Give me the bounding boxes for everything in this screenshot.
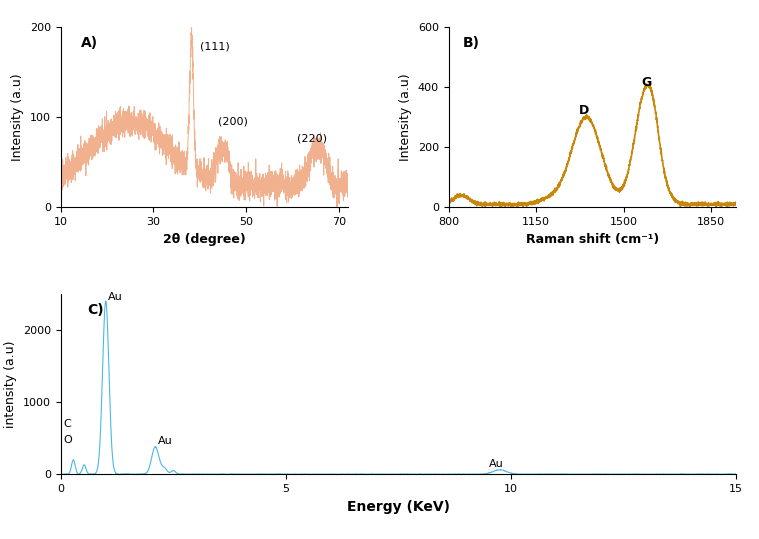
Text: C: C	[63, 419, 71, 430]
Text: (111): (111)	[200, 42, 229, 52]
Y-axis label: Intensity (a.u): Intensity (a.u)	[11, 73, 24, 161]
Text: Au: Au	[489, 459, 503, 469]
Text: Au: Au	[108, 292, 123, 302]
X-axis label: Raman shift (cm⁻¹): Raman shift (cm⁻¹)	[526, 233, 659, 246]
Text: C): C)	[88, 303, 105, 317]
Text: D: D	[578, 103, 589, 116]
Text: (200): (200)	[219, 116, 248, 126]
Text: O: O	[63, 436, 71, 445]
X-axis label: Energy (KeV): Energy (KeV)	[347, 500, 450, 514]
Y-axis label: Intensity (a.u): Intensity (a.u)	[399, 73, 412, 161]
Y-axis label: intensity (a.u): intensity (a.u)	[5, 340, 17, 428]
Text: B): B)	[463, 36, 480, 50]
Text: A): A)	[81, 36, 98, 50]
X-axis label: 2θ (degree): 2θ (degree)	[163, 233, 246, 246]
Text: G: G	[641, 77, 652, 89]
Text: Au: Au	[158, 436, 172, 446]
Text: (220): (220)	[298, 134, 327, 143]
